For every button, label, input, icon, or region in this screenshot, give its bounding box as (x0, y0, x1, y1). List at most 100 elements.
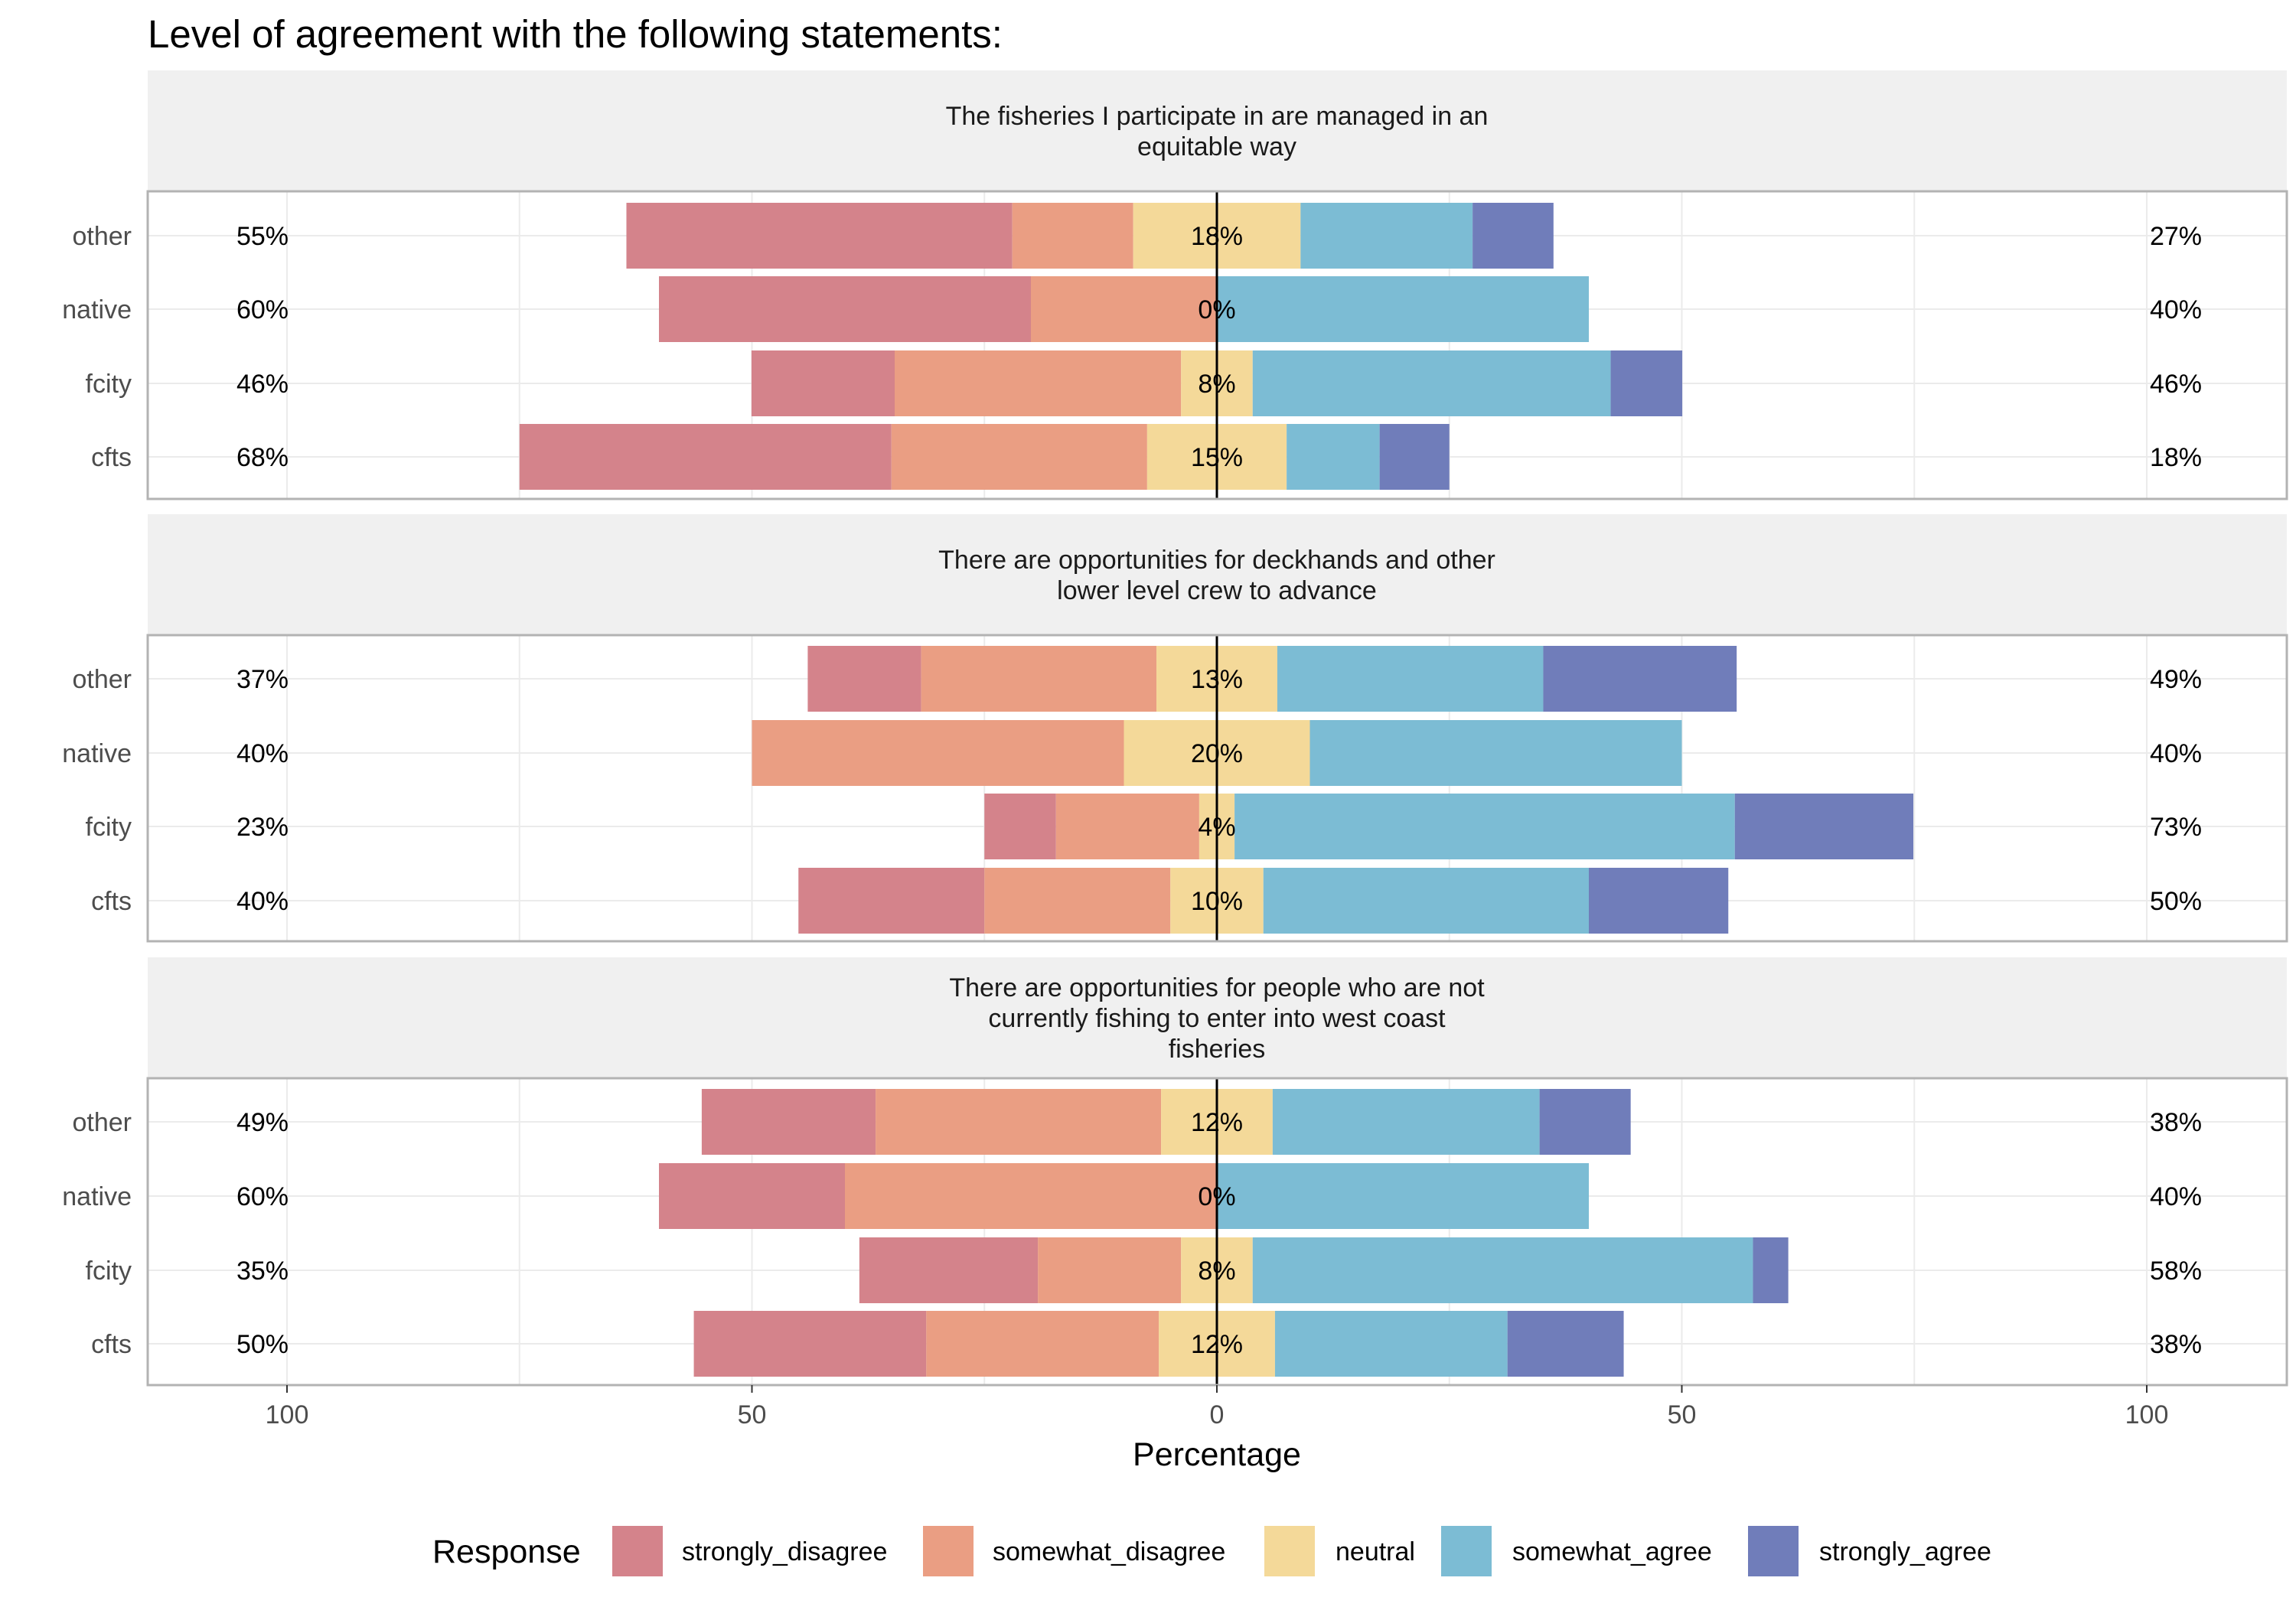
bar-somewhat-agree (1234, 794, 1735, 859)
bar-strongly-agree (1589, 868, 1729, 934)
right-percent-label: 40% (2150, 295, 2202, 324)
legend-label: neutral (1336, 1537, 1415, 1566)
x-tick-label: 0 (1210, 1400, 1225, 1429)
left-percent-label: 35% (236, 1257, 289, 1286)
bar-strongly-agree (1507, 1311, 1624, 1377)
right-percent-label: 50% (2150, 887, 2202, 916)
left-percent-label: 50% (236, 1330, 289, 1359)
panel-border (146, 634, 2288, 943)
y-tick-label: fcity (86, 1257, 132, 1286)
legend-title: Response (432, 1534, 581, 1570)
bar-strongly-disagree (984, 794, 1056, 859)
bar-somewhat-agree (1217, 276, 1589, 342)
right-percent-label: 58% (2150, 1257, 2202, 1286)
bar-somewhat-disagree (876, 1089, 1162, 1155)
bar-strongly-disagree (693, 1311, 927, 1377)
x-tick-label: 50 (1668, 1400, 1697, 1429)
bar-somewhat-agree (1309, 720, 1682, 786)
panel-2: There are opportunities for deckhands an… (62, 514, 2288, 943)
legend-item-somewhat-agree: somewhat_agree (1441, 1526, 1712, 1576)
bar-somewhat-agree (1272, 1089, 1540, 1155)
legend-item-strongly-agree: strongly_agree (1748, 1526, 1991, 1576)
bar-strongly-agree (1473, 203, 1554, 269)
left-percent-label: 60% (236, 1182, 289, 1211)
bar-strongly-disagree (701, 1089, 876, 1155)
right-percent-label: 49% (2150, 665, 2202, 694)
bar-strongly-agree (1379, 424, 1450, 490)
panel-1: The fisheries I participate in are manag… (62, 70, 2288, 500)
bar-strongly-disagree (798, 868, 985, 934)
bar-somewhat-disagree (1031, 276, 1217, 342)
panel-title-line: currently fishing to enter into west coa… (988, 1004, 1446, 1033)
left-percent-label: 60% (236, 295, 289, 324)
legend-key (1748, 1526, 1799, 1576)
bar-somewhat-disagree (845, 1163, 1217, 1229)
bar-strongly-disagree (519, 424, 892, 490)
bar-strongly-disagree (859, 1237, 1039, 1303)
legend: Response strongly_disagree somewhat_disagr… (432, 1526, 1991, 1576)
bar-strongly-disagree (751, 350, 895, 416)
bar-strongly-disagree (626, 203, 1013, 269)
legend-item-strongly-disagree: strongly_disagree (612, 1526, 887, 1576)
right-percent-label: 40% (2150, 1182, 2202, 1211)
neutral-percent-label: 10% (1191, 887, 1243, 916)
bar-somewhat-agree (1277, 646, 1544, 712)
bar-somewhat-agree (1263, 868, 1589, 934)
neutral-percent-label: 13% (1191, 665, 1243, 694)
bar-somewhat-agree (1217, 1163, 1589, 1229)
neutral-percent-label: 20% (1191, 739, 1243, 768)
legend-key (612, 1526, 663, 1576)
bar-somewhat-disagree (1038, 1237, 1182, 1303)
y-tick-label: cfts (91, 887, 132, 916)
neutral-percent-label: 8% (1198, 370, 1235, 399)
y-tick-label: cfts (91, 1330, 132, 1359)
legend-label: somewhat_agree (1512, 1537, 1712, 1566)
bar-strongly-agree (1734, 794, 1914, 859)
panel-strip (148, 70, 2287, 191)
bar-strongly-agree (1753, 1237, 1789, 1303)
y-tick-label: other (73, 665, 132, 694)
y-tick-label: native (62, 739, 132, 768)
legend-label: strongly_agree (1819, 1537, 1991, 1566)
right-percent-label: 46% (2150, 370, 2202, 399)
neutral-percent-label: 0% (1198, 1182, 1235, 1211)
neutral-percent-label: 15% (1191, 443, 1243, 472)
left-percent-label: 37% (236, 665, 289, 694)
bar-somewhat-agree (1300, 203, 1473, 269)
left-percent-label: 55% (236, 222, 289, 251)
y-tick-label: fcity (86, 370, 132, 399)
x-axis-title: Percentage (1133, 1436, 1301, 1473)
panel-3: There are opportunities for people who a… (62, 957, 2288, 1387)
x-tick-label: 50 (738, 1400, 767, 1429)
bar-somewhat-agree (1252, 350, 1611, 416)
x-axis: 100 50 0 50 100 (266, 1385, 2168, 1429)
x-tick-label: 100 (266, 1400, 309, 1429)
right-percent-label: 73% (2150, 813, 2202, 842)
y-tick-label: cfts (91, 443, 132, 472)
bar-somewhat-disagree (1012, 203, 1133, 269)
bar-somewhat-disagree (1055, 794, 1199, 859)
panel-title-line: fisheries (1169, 1035, 1266, 1064)
legend-label: strongly_disagree (682, 1537, 887, 1566)
bar-somewhat-disagree (895, 350, 1182, 416)
panels: The fisheries I participate in are manag… (62, 70, 2288, 1387)
y-tick-label: fcity (86, 813, 132, 842)
bar-somewhat-disagree (921, 646, 1157, 712)
bar-strongly-disagree (659, 276, 1031, 342)
neutral-percent-label: 8% (1198, 1257, 1235, 1286)
y-tick-label: native (62, 1182, 132, 1211)
bar-strongly-agree (1610, 350, 1683, 416)
chart-title: Level of agreement with the following st… (148, 12, 1003, 56)
legend-key (1264, 1526, 1315, 1576)
panel-strip (148, 514, 2287, 635)
neutral-percent-label: 12% (1191, 1330, 1243, 1359)
right-percent-label: 40% (2150, 739, 2202, 768)
bar-somewhat-disagree (752, 720, 1124, 786)
left-percent-label: 23% (236, 813, 289, 842)
left-percent-label: 49% (236, 1108, 289, 1137)
bar-somewhat-disagree (984, 868, 1171, 934)
panel-title-line: There are opportunities for people who a… (949, 973, 1485, 1002)
neutral-percent-label: 4% (1198, 813, 1235, 842)
right-percent-label: 38% (2150, 1108, 2202, 1137)
